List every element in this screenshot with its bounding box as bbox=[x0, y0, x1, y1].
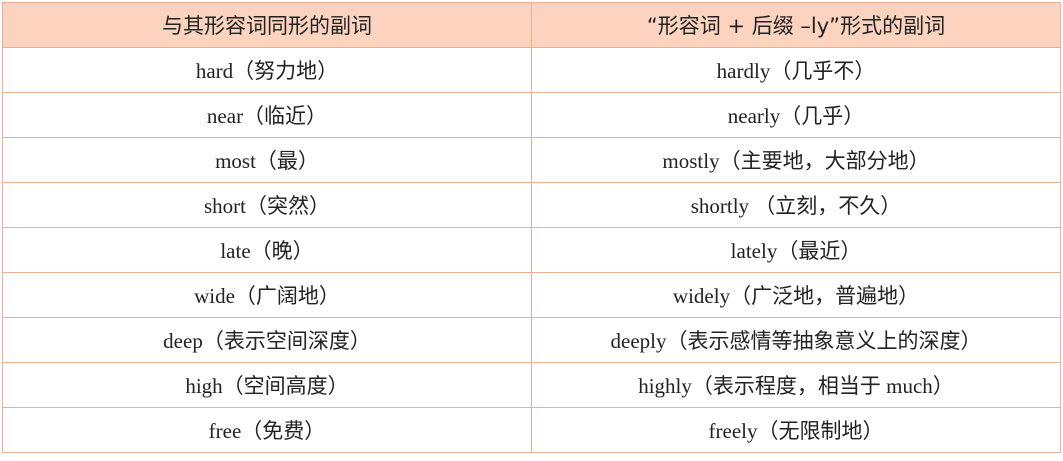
header-row: 与其形容词同形的副词 “形容词 + 后缀 –ly”形式的副词 bbox=[2, 2, 1061, 48]
table-cell: hardly（几乎不） bbox=[531, 47, 1061, 93]
table-cell: deep（表示空间深度） bbox=[2, 317, 532, 363]
table-cell: mostly（主要地，大部分地） bbox=[531, 137, 1061, 183]
table-row: wide（广阔地） widely（广泛地，普遍地） bbox=[2, 272, 1061, 318]
table-row: near（临近） nearly（几乎） bbox=[2, 92, 1061, 138]
table-row: hard（努力地） hardly（几乎不） bbox=[2, 47, 1061, 93]
table-cell: high（空间高度） bbox=[2, 362, 532, 408]
table-cell: lately（最近） bbox=[531, 227, 1061, 273]
table-row: late（晚） lately（最近） bbox=[2, 227, 1061, 273]
table-cell: free（免费） bbox=[2, 407, 532, 453]
table-cell: short（突然） bbox=[2, 182, 532, 228]
table-row: deep（表示空间深度） deeply（表示感情等抽象意义上的深度） bbox=[2, 317, 1061, 363]
table-row: short（突然） shortly （立刻，不久） bbox=[2, 182, 1061, 228]
table-cell: freely（无限制地） bbox=[531, 407, 1061, 453]
table-row: free（免费） freely（无限制地） bbox=[2, 407, 1061, 453]
table-row: high（空间高度） highly（表示程度，相当于 much） bbox=[2, 362, 1061, 408]
table-cell: nearly（几乎） bbox=[531, 92, 1061, 138]
table-cell: wide（广阔地） bbox=[2, 272, 532, 318]
table-cell: hard（努力地） bbox=[2, 47, 532, 93]
comparison-table: 与其形容词同形的副词 “形容词 + 后缀 –ly”形式的副词 hard（努力地） h… bbox=[2, 2, 1061, 453]
table-body: hard（努力地） hardly（几乎不） near（临近） nearly（几乎） mo… bbox=[2, 47, 1061, 453]
table-cell: near（临近） bbox=[2, 92, 532, 138]
header-cell: 与其形容词同形的副词 bbox=[2, 2, 532, 48]
table-row: most（最） mostly（主要地，大部分地） bbox=[2, 137, 1061, 183]
table-cell: most（最） bbox=[2, 137, 532, 183]
table-cell: shortly （立刻，不久） bbox=[531, 182, 1061, 228]
table-cell: highly（表示程度，相当于 much） bbox=[531, 362, 1061, 408]
header-cell: “形容词 + 后缀 –ly”形式的副词 bbox=[531, 2, 1061, 48]
table-cell: late（晚） bbox=[2, 227, 532, 273]
table-cell: deeply（表示感情等抽象意义上的深度） bbox=[531, 317, 1061, 363]
table-cell: widely（广泛地，普遍地） bbox=[531, 272, 1061, 318]
